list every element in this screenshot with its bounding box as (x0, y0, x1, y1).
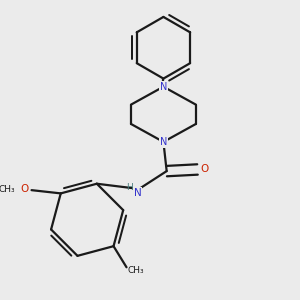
Text: O: O (20, 184, 28, 194)
Text: CH₃: CH₃ (127, 266, 144, 275)
Text: N: N (160, 137, 167, 147)
Text: N: N (134, 188, 142, 198)
Text: CH₃: CH₃ (0, 185, 16, 194)
Text: H: H (127, 183, 134, 192)
Text: N: N (160, 82, 167, 92)
Text: O: O (200, 164, 209, 175)
